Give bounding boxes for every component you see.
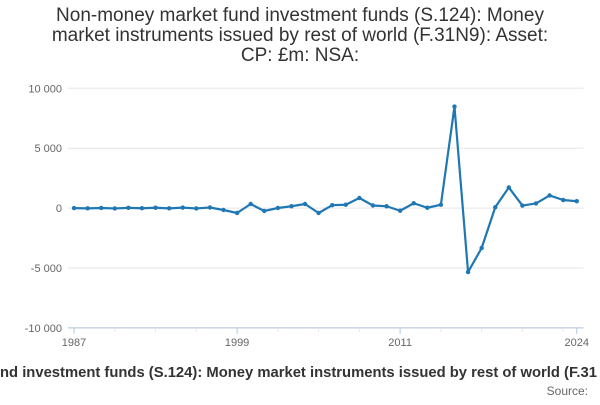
svg-text:2011: 2011 <box>388 337 412 349</box>
svg-text:-10 000: -10 000 <box>25 323 62 335</box>
svg-text:1999: 1999 <box>225 337 249 349</box>
svg-text:-5 000: -5 000 <box>31 263 62 275</box>
svg-text:0: 0 <box>56 203 62 215</box>
svg-text:1987: 1987 <box>62 337 86 349</box>
svg-text:5 000: 5 000 <box>34 143 62 155</box>
svg-text:10 000: 10 000 <box>28 83 62 95</box>
svg-text:2024: 2024 <box>565 337 589 349</box>
